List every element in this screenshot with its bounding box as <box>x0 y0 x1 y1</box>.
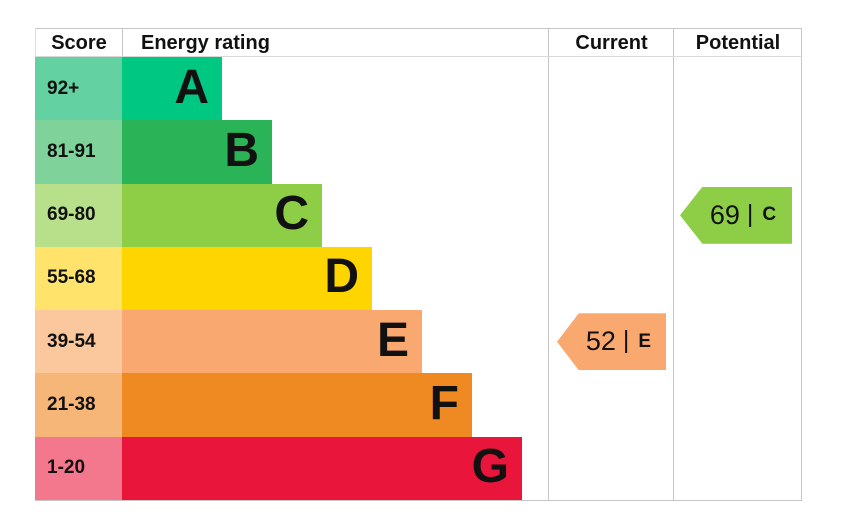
potential-column-divider <box>673 28 674 500</box>
band-bar: A <box>122 57 222 121</box>
band-bar: E <box>122 310 422 374</box>
current-column-header: Current <box>575 31 648 54</box>
band-letter: C <box>274 187 309 241</box>
band-bar: C <box>122 183 322 247</box>
score-range-cell: 69-80 <box>35 183 122 247</box>
potential-rating-arrow: 69 | C <box>680 186 792 244</box>
band-row: 21-38 F <box>35 373 548 437</box>
current-column-divider <box>548 28 549 500</box>
band-letter: D <box>324 250 359 304</box>
potential-score-value: 69 <box>709 199 740 230</box>
band-bar: G <box>122 436 522 500</box>
band-row: 69-80 C <box>35 183 548 247</box>
band-letter: E <box>376 313 409 367</box>
score-column-header: Score <box>36 29 123 56</box>
potential-band-letter: C <box>762 204 777 226</box>
score-range-cell: 21-38 <box>35 373 122 437</box>
score-range-cell: 81-91 <box>35 120 122 184</box>
band-row: 81-91 B <box>35 120 548 184</box>
band-bar: D <box>122 246 372 311</box>
band-letter: G <box>471 440 509 494</box>
score-range-cell: 1-20 <box>35 436 122 500</box>
table-header: Score Energy rating Current Potential <box>35 28 802 57</box>
table-right-border <box>801 28 802 500</box>
band-row: 55-68 D <box>35 246 548 311</box>
epc-rating-chart: Score Energy rating Current Potential 92… <box>35 28 802 501</box>
band-row: 92+ A <box>35 57 548 121</box>
current-score-value: 52 <box>585 326 616 357</box>
band-letter: A <box>174 60 209 114</box>
band-row: 1-20 G <box>35 436 548 500</box>
current-rating-arrow: 52 | E <box>557 313 666 371</box>
band-letter: F <box>429 377 459 431</box>
band-row: 39-54 E <box>35 310 548 374</box>
band-bar: F <box>122 373 472 437</box>
potential-column-header: Potential <box>695 31 781 54</box>
score-letter-separator: | <box>622 326 630 355</box>
score-range-cell: 55-68 <box>35 246 122 311</box>
score-range-cell: 39-54 <box>35 310 122 374</box>
energy-rating-column-header: Energy rating <box>141 31 270 54</box>
current-band-letter: E <box>638 330 652 352</box>
band-rows: 92+ A 81-91 B 69-80 C 55-68 D 39-54 E 21-38 F 1-20 G <box>35 57 548 500</box>
band-bar: B <box>122 120 272 184</box>
score-letter-separator: | <box>746 199 754 228</box>
band-letter: B <box>224 123 259 177</box>
score-range-cell: 92+ <box>35 57 122 121</box>
